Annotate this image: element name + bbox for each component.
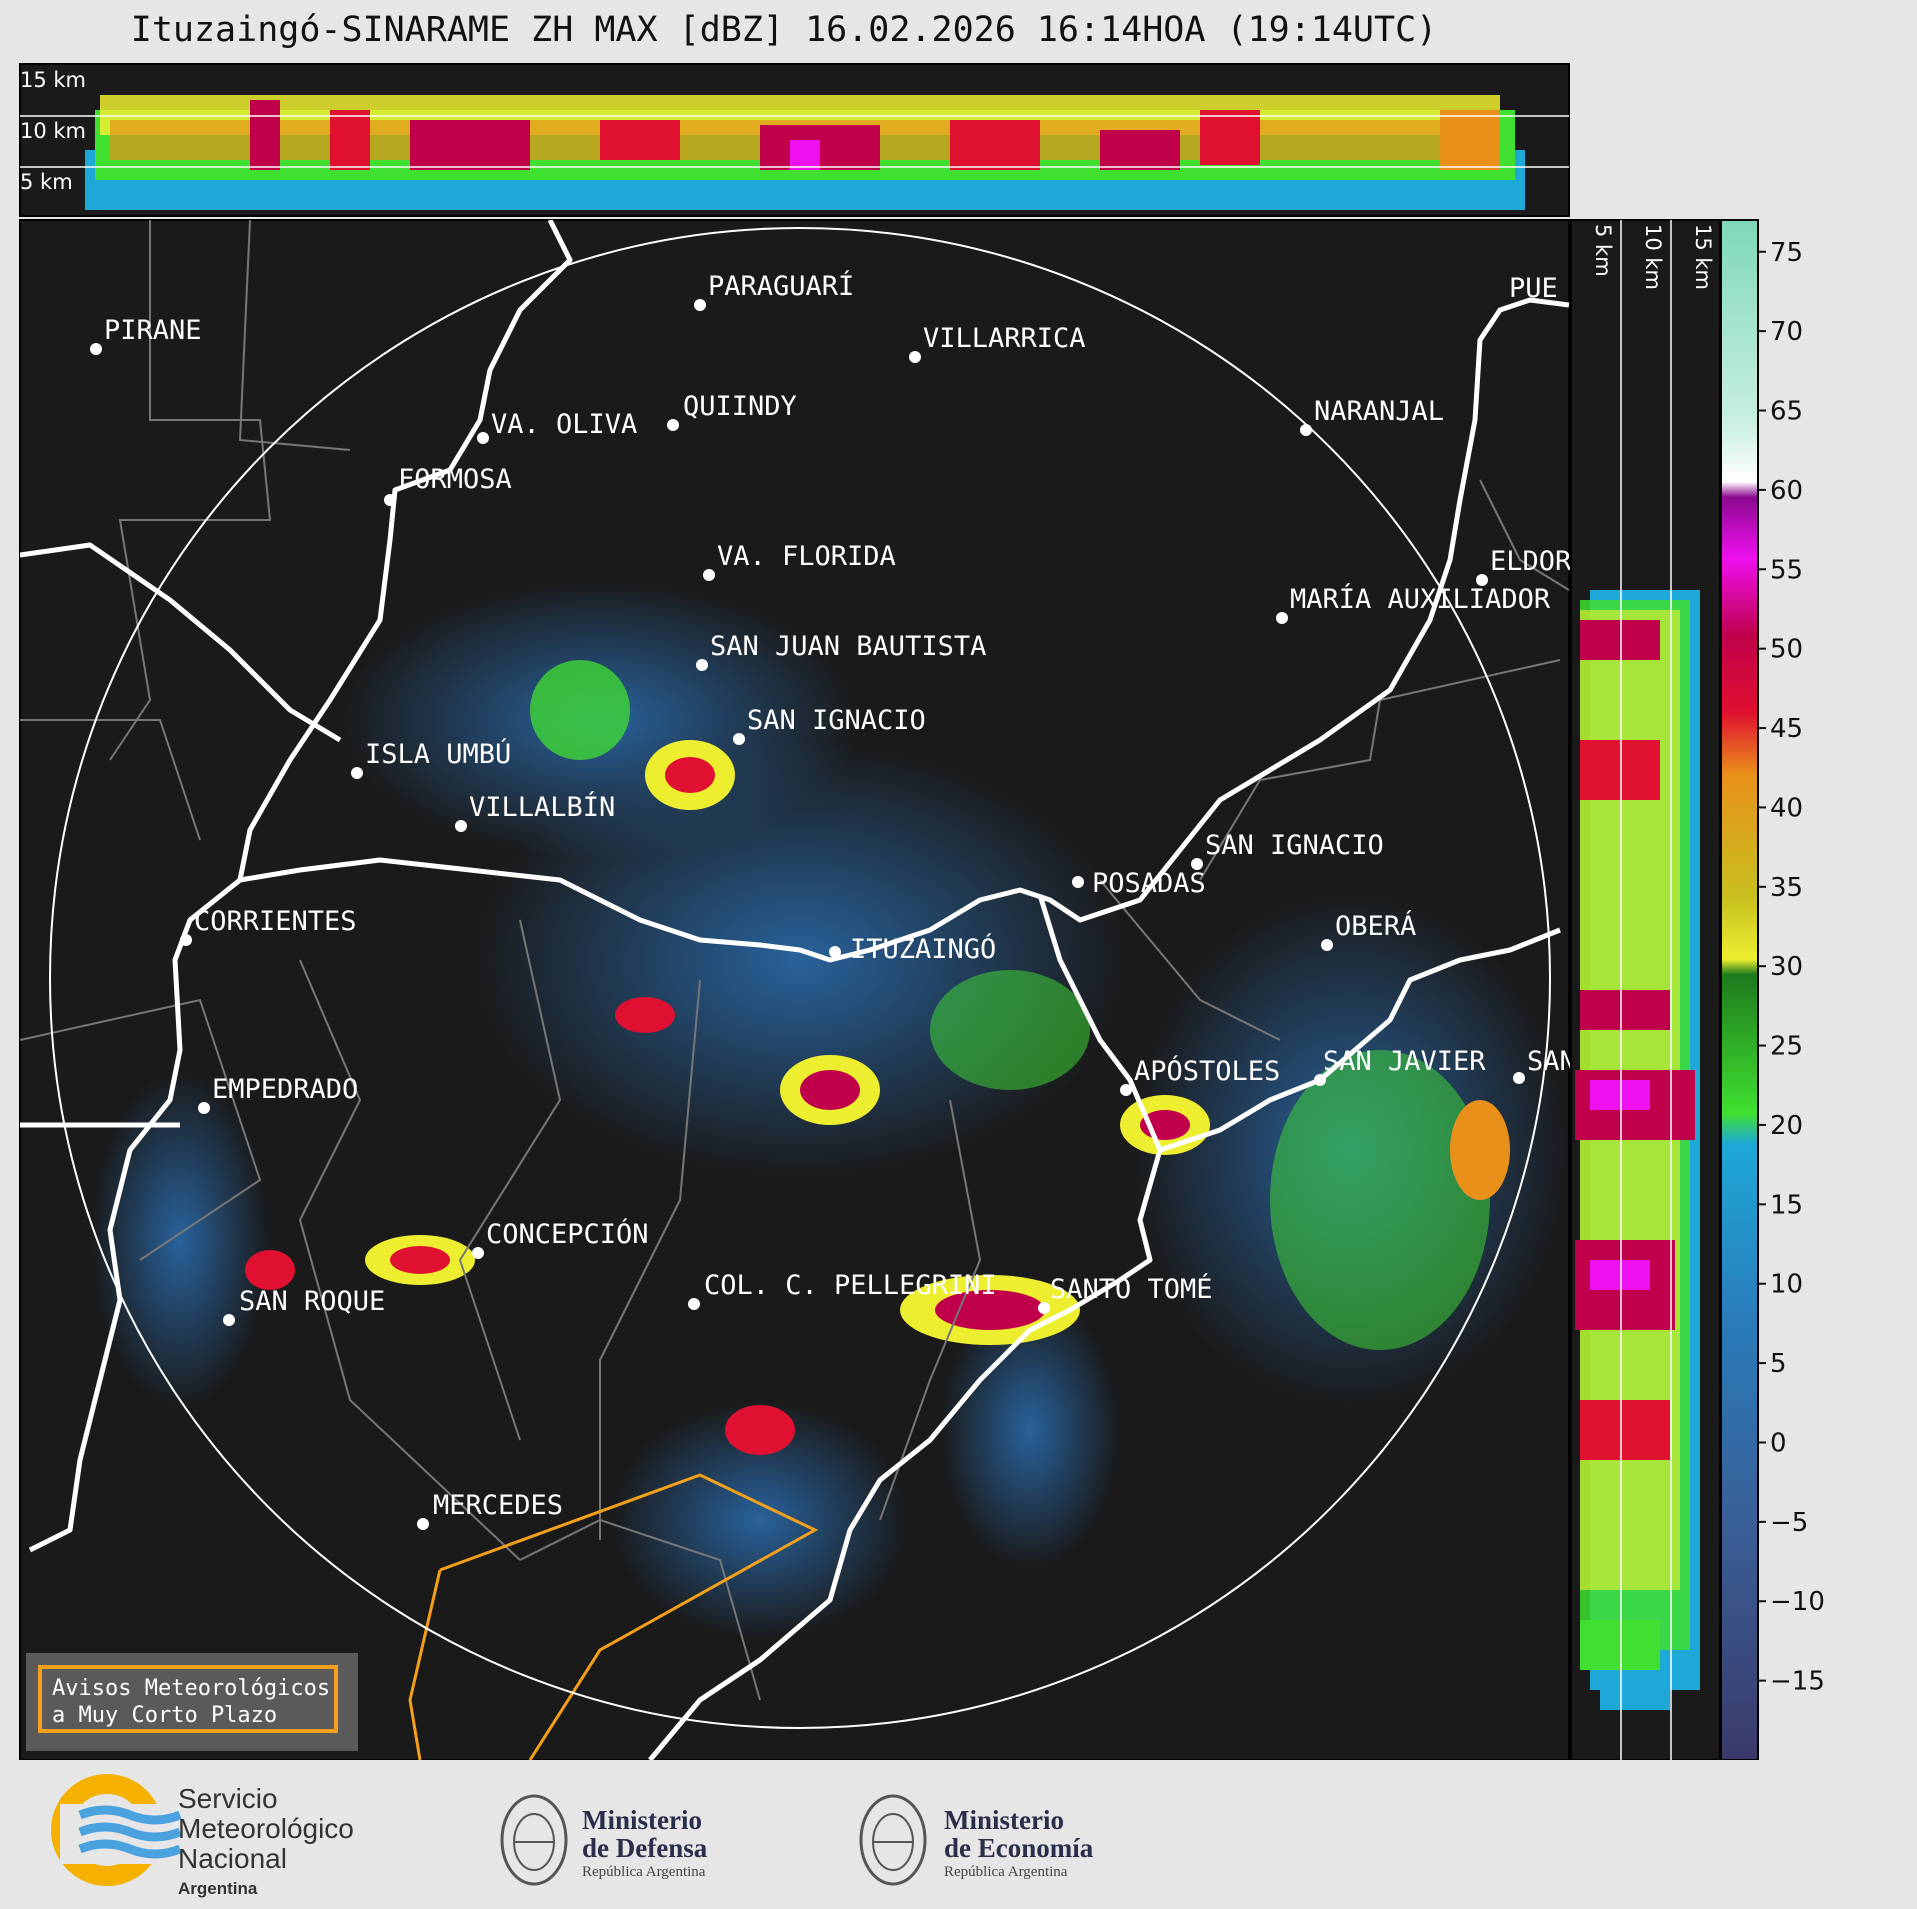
- city-label: VA. FLORIDA: [717, 541, 896, 572]
- city-label: OBERÁ: [1335, 910, 1416, 942]
- colorbar-tick-label: 60: [1770, 476, 1803, 506]
- radar-range-ring: [49, 227, 1551, 1729]
- city-label: SAN IGNACIO: [1205, 830, 1384, 861]
- city-label: COL. C. PELLEGRINI: [704, 1270, 997, 1301]
- colorbar-tick-label: 75: [1770, 238, 1803, 268]
- legend-line-2: a Muy Corto Plazo: [52, 1703, 278, 1728]
- city-label: CONCEPCIÓN: [486, 1218, 649, 1250]
- city-label: MERCEDES: [433, 1490, 563, 1521]
- colorbar-tick-label: 5: [1770, 1349, 1787, 1379]
- city-label: VA. OLIVA: [491, 409, 637, 440]
- top-height-label-15: 15 km: [20, 68, 86, 92]
- city-label: SAN IGNACIO: [747, 705, 926, 736]
- side-height-label-15: 15 km: [1691, 224, 1715, 290]
- defensa-logo-text: Ministerio de Defensa República Argentin…: [582, 1806, 707, 1882]
- colorbar: [1720, 219, 1759, 1760]
- smn-logo-text: Servicio Meteorológico Nacional Argentin…: [178, 1784, 354, 1904]
- city-label: NARANJAL: [1314, 396, 1444, 427]
- city-label: PIRANE: [104, 315, 202, 346]
- smn-line-4: Argentina: [178, 1879, 258, 1898]
- economia-line-1: Ministerio: [944, 1805, 1064, 1835]
- city-label: QUIINDY: [683, 391, 797, 422]
- city-label: CORRIENTES: [194, 906, 357, 937]
- city-label: ISLA UMBÚ: [365, 738, 511, 770]
- city-label: SAN ROQUE: [239, 1286, 385, 1317]
- city-label: SAN: [1527, 1046, 1576, 1077]
- colorbar-tick-label: 45: [1770, 714, 1803, 744]
- warning-polygon: [408, 1473, 819, 1760]
- side-height-label-10: 10 km: [1641, 224, 1665, 290]
- radar-map: 15 km 10 km 5 km: [19, 63, 1825, 1760]
- smn-logo-icon: [51, 1774, 182, 1886]
- city-label: SANTO TOMÉ: [1050, 1273, 1213, 1305]
- city-label: FORMOSA: [398, 464, 512, 495]
- city-labels: PIRANE PARAGUARÍ VILLARRICA VA. OLIVA QU…: [104, 270, 1576, 1521]
- city-label: APÓSTOLES: [1134, 1055, 1280, 1087]
- colorbar-tick-label: 25: [1770, 1032, 1803, 1062]
- colorbar-tick-label: 65: [1770, 397, 1803, 427]
- city-label: PARAGUARÍ: [708, 270, 854, 302]
- national-borders: [20, 220, 1569, 1760]
- defensa-line-3: República Argentina: [582, 1864, 706, 1880]
- colorbar-tick-label: 70: [1770, 317, 1803, 347]
- colorbar-tick-label: 35: [1770, 873, 1803, 903]
- city-label: ELDOR: [1490, 546, 1572, 577]
- colorbar-tick-label: 15: [1770, 1190, 1803, 1220]
- top-height-label-5: 5 km: [20, 170, 73, 194]
- colorbar-tick-label: 30: [1770, 952, 1803, 982]
- city-label: EMPEDRADO: [212, 1074, 358, 1105]
- city-label: VILLALBÍN: [469, 791, 615, 823]
- city-label: SAN JUAN BAUTISTA: [710, 631, 986, 662]
- city-label: SAN JAVIER: [1323, 1046, 1486, 1077]
- defensa-seal-icon: [500, 1794, 568, 1886]
- legend-line-1: Avisos Meteorológicos: [52, 1676, 331, 1701]
- city-label: POSADAS: [1092, 868, 1206, 899]
- colorbar-tick-label: 20: [1770, 1111, 1803, 1141]
- smn-line-3: Nacional: [178, 1843, 287, 1874]
- economia-logo-text: Ministerio de Economía República Argenti…: [944, 1806, 1093, 1882]
- city-markers: [90, 299, 1525, 1530]
- colorbar-tick-label: −10: [1770, 1587, 1825, 1617]
- top-cross-section-echoes: [85, 95, 1525, 210]
- city-label: VILLARRICA: [923, 323, 1086, 354]
- colorbar-tick-label: 40: [1770, 793, 1803, 823]
- colorbar-tick-label: 10: [1770, 1270, 1803, 1300]
- smn-line-2: Meteorológico: [178, 1813, 354, 1844]
- side-cross-section-echoes: [1575, 590, 1700, 1710]
- chart-title: Ituzaingó-SINARAME ZH MAX [dBZ] 16.02.20…: [130, 10, 1438, 50]
- colorbar-tick-label: 50: [1770, 635, 1803, 665]
- smn-line-1: Servicio: [178, 1783, 278, 1814]
- colorbar-tick-label: −5: [1770, 1508, 1808, 1538]
- defensa-line-2: de Defensa: [582, 1833, 708, 1863]
- economia-seal-icon: [859, 1794, 927, 1886]
- defensa-line-1: Ministerio: [582, 1805, 702, 1835]
- city-label: MARÍA AUXILIADOR: [1290, 583, 1551, 615]
- logos-bar: [51, 1774, 927, 1886]
- colorbar-tick-label: 0: [1770, 1428, 1787, 1458]
- provincial-borders: [20, 220, 1569, 1701]
- colorbar-tick-label: −15: [1770, 1667, 1825, 1697]
- economia-line-2: de Economía: [944, 1833, 1094, 1863]
- city-label: ITUZAINGÓ: [850, 933, 996, 965]
- top-height-label-10: 10 km: [20, 119, 86, 143]
- colorbar-tick-label: 55: [1770, 555, 1803, 585]
- city-label: PUE: [1509, 273, 1558, 304]
- warning-legend-frame: Avisos Meteorológicos a Muy Corto Plazo: [38, 1665, 338, 1733]
- side-height-label-5: 5 km: [1591, 224, 1615, 277]
- warning-legend: Avisos Meteorológicos a Muy Corto Plazo: [26, 1653, 358, 1751]
- economia-line-3: República Argentina: [944, 1864, 1068, 1880]
